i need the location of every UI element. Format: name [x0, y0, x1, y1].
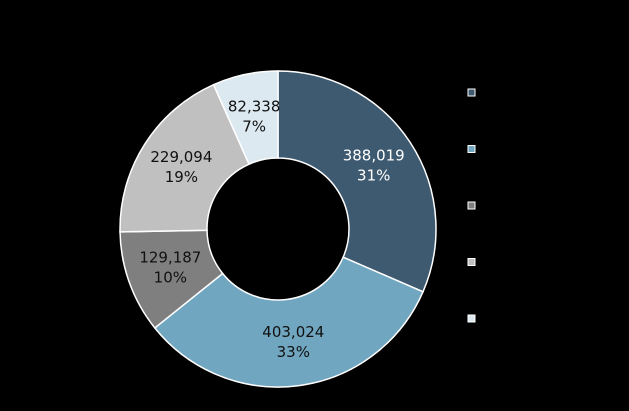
donut-slice	[212, 70, 279, 166]
donut-slice	[119, 83, 251, 233]
value-label: 229,094	[150, 148, 212, 166]
donut-slice	[277, 70, 437, 293]
percent-label: 10%	[154, 268, 187, 286]
percent-label: 33%	[277, 343, 310, 361]
legend-marker	[467, 201, 476, 210]
percent-label: 7%	[242, 118, 266, 136]
value-label: 403,024	[262, 323, 324, 341]
legend-marker	[467, 145, 476, 153]
percent-label: 31%	[357, 167, 390, 185]
legend-marker	[467, 314, 476, 323]
value-label: 82,338	[228, 98, 281, 116]
legend-marker	[467, 258, 476, 266]
value-label: 129,187	[139, 248, 201, 266]
donut-slice	[153, 256, 424, 388]
value-label: 388,019	[343, 147, 405, 165]
legend-marker	[467, 88, 476, 97]
percent-label: 19%	[165, 168, 198, 186]
